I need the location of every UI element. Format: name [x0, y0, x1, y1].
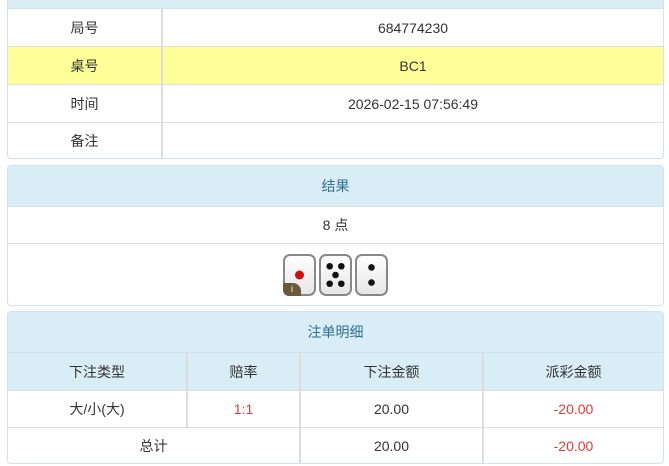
dice-row: i: [8, 244, 663, 305]
bet-odds: 1:1: [188, 391, 301, 427]
die-5: [319, 253, 352, 296]
bet-columns-row: 下注类型 赔率 下注金额 派彩金额: [8, 353, 663, 391]
info-label: 时间: [8, 85, 163, 122]
bet-details-header: 注单明细: [8, 312, 663, 353]
total-row: 总计 20.00 -20.00: [8, 428, 663, 463]
round-info-panel: 局号 684774230 桌号 BC1 时间 2026-02-15 07:56:…: [7, 0, 664, 159]
info-label: 局号: [8, 9, 163, 46]
info-label: 备注: [8, 123, 163, 158]
info-row-time: 时间 2026-02-15 07:56:49: [8, 85, 663, 123]
info-value: 684774230: [377, 19, 449, 36]
total-label: 总计: [8, 428, 301, 463]
bet-details-panel: 注单明细 下注类型 赔率 下注金额 派彩金额 大/小(大) 1:1 20.00 …: [7, 311, 664, 464]
total-amount: 20.00: [301, 428, 484, 463]
result-panel: 结果 8 点 i: [7, 165, 664, 306]
column-header: 下注类型: [8, 353, 188, 390]
result-header: 结果: [8, 166, 663, 207]
round-info-header: [8, 0, 663, 9]
die-2: [355, 253, 388, 296]
info-value: 2026-02-15 07:56:49: [348, 95, 478, 112]
total-payout: -20.00: [553, 438, 594, 454]
info-row-table: 桌号 BC1: [8, 47, 663, 85]
info-badge-icon[interactable]: i: [283, 282, 301, 296]
bet-payout: -20.00: [553, 401, 594, 417]
info-row-round: 局号 684774230: [8, 9, 663, 47]
result-points: 8 点: [322, 217, 349, 233]
bet-amount: 20.00: [301, 391, 484, 427]
info-row-note: 备注: [8, 123, 663, 158]
info-label: 桌号: [8, 47, 163, 84]
column-header: 赔率: [188, 353, 301, 390]
table-row: 大/小(大) 1:1 20.00 -20.00: [8, 391, 663, 428]
bet-type: 大/小(大): [8, 391, 188, 427]
info-value: [163, 123, 663, 158]
column-header: 派彩金额: [545, 363, 602, 380]
column-header: 下注金额: [301, 353, 484, 390]
die-1: i: [283, 253, 316, 296]
info-value: BC1: [399, 57, 427, 74]
result-points-row: 8 点: [8, 207, 663, 244]
